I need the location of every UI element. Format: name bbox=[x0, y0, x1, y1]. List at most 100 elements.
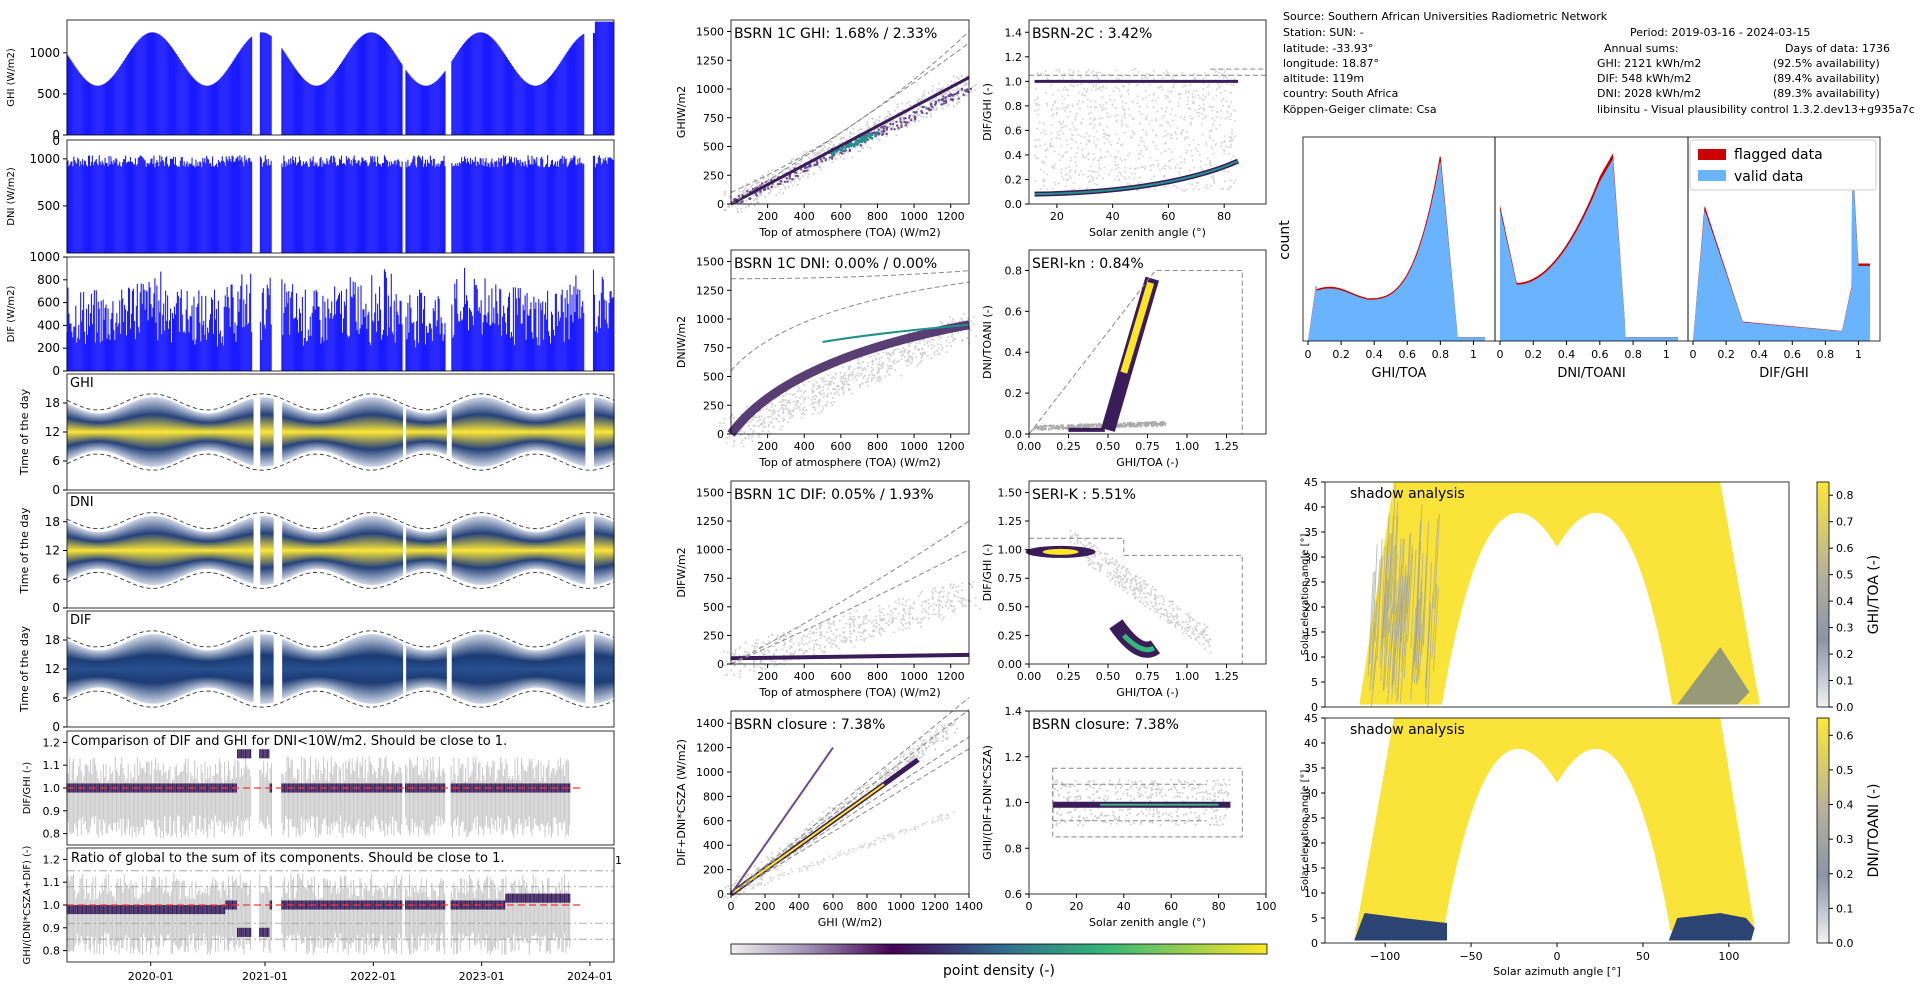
heat-column bbox=[189, 528, 192, 573]
density-point bbox=[832, 144, 835, 147]
heat-column bbox=[136, 519, 139, 582]
density-point bbox=[958, 95, 961, 98]
y-tick-label: 18 bbox=[45, 633, 60, 647]
x-tick-label: 2023-01 bbox=[459, 970, 505, 983]
heat-column bbox=[265, 516, 269, 585]
density-point bbox=[810, 157, 813, 160]
daylight-envelope bbox=[66, 630, 615, 648]
heat-column bbox=[459, 402, 462, 462]
heat-column bbox=[517, 409, 520, 455]
density-point bbox=[948, 90, 951, 93]
density-point bbox=[969, 87, 973, 91]
heat-column bbox=[110, 411, 114, 453]
heat-column bbox=[378, 397, 382, 467]
density-point bbox=[935, 96, 938, 99]
heat-column bbox=[508, 405, 511, 459]
density-point bbox=[929, 112, 932, 115]
density-point bbox=[826, 142, 829, 145]
density-point bbox=[747, 204, 750, 207]
y-tick-label: 6 bbox=[52, 691, 60, 705]
heat-column bbox=[603, 399, 606, 465]
density-point bbox=[742, 191, 745, 194]
density-point bbox=[920, 115, 922, 118]
density-point bbox=[849, 135, 852, 138]
heat-column bbox=[314, 650, 318, 688]
heat-column bbox=[190, 647, 194, 691]
heat-column bbox=[349, 521, 353, 580]
heat-column bbox=[464, 519, 467, 582]
heat-column bbox=[417, 531, 420, 570]
heat-column bbox=[466, 518, 469, 583]
heat-column bbox=[482, 397, 486, 467]
y-tick-label: 1.0 bbox=[43, 782, 61, 795]
density-point bbox=[796, 183, 799, 186]
heat-column bbox=[85, 411, 88, 453]
density-point bbox=[962, 93, 965, 97]
density-point bbox=[925, 105, 928, 108]
heat-column bbox=[358, 399, 362, 465]
heat-column bbox=[553, 409, 557, 455]
heat-column bbox=[548, 411, 551, 453]
heat-column bbox=[196, 530, 199, 571]
heat-column bbox=[531, 650, 535, 688]
heat-column bbox=[116, 527, 119, 574]
density-point bbox=[723, 208, 726, 211]
heat-column bbox=[342, 524, 345, 577]
density-point bbox=[800, 160, 803, 163]
density-point bbox=[767, 175, 769, 178]
axis-frame bbox=[66, 139, 615, 254]
heat-column bbox=[119, 644, 123, 694]
heat-column bbox=[190, 528, 194, 573]
heat-column bbox=[479, 397, 482, 467]
density-point bbox=[936, 87, 939, 90]
heat-column bbox=[413, 648, 416, 690]
heat-column bbox=[610, 402, 613, 462]
heat-column bbox=[170, 638, 174, 700]
heat-column bbox=[475, 516, 478, 585]
heat-column bbox=[218, 648, 221, 690]
heat-column bbox=[380, 517, 384, 584]
heat-column bbox=[92, 650, 95, 688]
heat-column bbox=[221, 410, 225, 454]
heat-column bbox=[562, 405, 566, 459]
heat-column bbox=[475, 397, 478, 467]
heat-column bbox=[67, 640, 70, 698]
heat-column bbox=[262, 634, 265, 704]
heat-column bbox=[335, 646, 338, 692]
heat-column bbox=[196, 648, 199, 690]
heat-column bbox=[118, 527, 121, 574]
heat-column bbox=[251, 517, 254, 584]
y-tick-label: 0 bbox=[52, 720, 60, 734]
heat-column bbox=[386, 518, 389, 583]
heat-column bbox=[581, 516, 584, 585]
heat-column bbox=[546, 530, 549, 571]
density-point bbox=[781, 169, 784, 172]
heat-column bbox=[460, 401, 464, 463]
heat-column bbox=[338, 644, 342, 694]
heat-column bbox=[477, 634, 480, 704]
heat-column bbox=[262, 516, 265, 585]
heat-column bbox=[121, 525, 125, 576]
heat-column bbox=[453, 642, 456, 696]
heat-column bbox=[612, 521, 615, 580]
heat-column bbox=[608, 520, 611, 581]
heat-column bbox=[227, 408, 230, 456]
density-point bbox=[828, 156, 832, 159]
heat-column bbox=[108, 648, 112, 690]
heat-column bbox=[557, 407, 560, 457]
heat-column bbox=[236, 641, 239, 697]
heat-column bbox=[345, 641, 349, 697]
heat-column bbox=[422, 413, 425, 451]
daylight-envelope bbox=[66, 393, 615, 411]
heat-column bbox=[324, 412, 327, 452]
heat-column bbox=[437, 530, 440, 571]
density-point bbox=[779, 182, 782, 186]
y-tick-label: 1000 bbox=[29, 152, 60, 166]
density-point bbox=[967, 75, 970, 77]
heat-column bbox=[384, 399, 387, 465]
heat-column bbox=[112, 647, 116, 691]
heat-column bbox=[429, 531, 433, 570]
heat-column bbox=[475, 634, 478, 704]
density-point bbox=[925, 116, 928, 119]
heat-column bbox=[426, 650, 429, 688]
